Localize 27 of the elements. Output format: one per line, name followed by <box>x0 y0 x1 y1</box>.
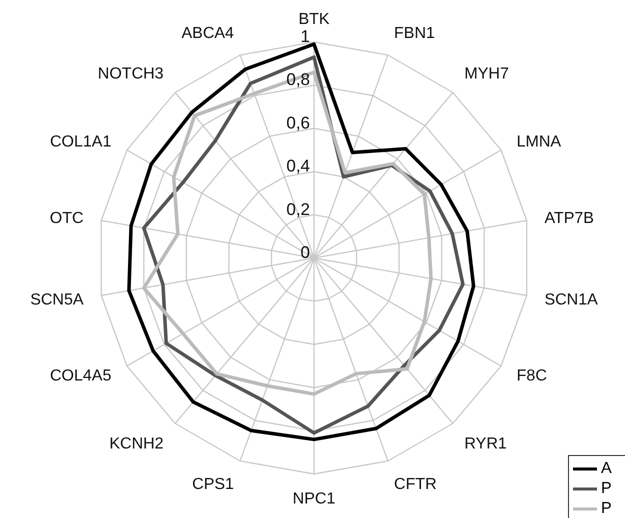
y-tick-label: 1 <box>300 27 310 46</box>
spoke-label: CFTR <box>394 476 437 494</box>
spoke-label: MYH7 <box>464 66 509 83</box>
spoke-label: KCNH2 <box>109 436 164 453</box>
spoke-label: COL4A5 <box>50 368 112 385</box>
y-tick-label: 0,2 <box>286 200 310 219</box>
spoke-label: SCN5A <box>30 291 84 308</box>
spoke-label: RYR1 <box>464 436 507 453</box>
spoke-label: FBN1 <box>394 25 436 42</box>
spoke-label: LMNA <box>516 134 562 151</box>
y-tick-label: 0 <box>300 243 310 262</box>
legend-label: P <box>601 500 612 518</box>
y-tick-label: 0,4 <box>286 156 310 176</box>
legend-label: A <box>601 460 612 478</box>
spoke-label: CPS1 <box>192 476 234 494</box>
spoke-label: BTK <box>298 11 330 28</box>
spoke-label: ABCA4 <box>182 25 234 42</box>
spoke-label: NOTCH3 <box>98 66 164 83</box>
spoke-label: ATP7B <box>544 210 594 228</box>
spoke-label: SCN1A <box>544 291 598 308</box>
y-tick-label: 0,6 <box>286 113 310 132</box>
spoke-label: NPC1 <box>292 490 336 508</box>
y-tick-label: 0,8 <box>286 70 310 90</box>
spoke-label: OTC <box>50 210 84 228</box>
legend-label: P <box>601 480 612 498</box>
spoke-label: F8C <box>516 368 547 385</box>
spoke-label: COL1A1 <box>50 134 112 151</box>
